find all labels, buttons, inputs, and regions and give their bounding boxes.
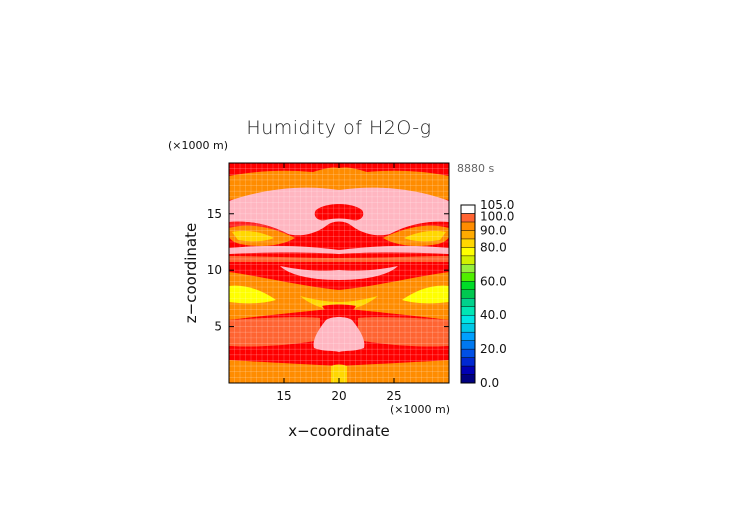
band-orange-top-peak: [300, 167, 380, 176]
band-pink-crescent: [280, 266, 398, 280]
colorbar-frame: [460, 204, 476, 384]
colorbar-segment: [460, 289, 476, 299]
colorbar-segment: [460, 323, 476, 333]
z-unit-label: (×1000 m): [168, 139, 228, 152]
colorbar-segment: [460, 272, 476, 282]
y-axis-ticks: 5 10 15: [207, 207, 449, 334]
colorbar-segment: [460, 357, 476, 367]
x-axis-label: x−coordinate: [288, 422, 389, 440]
core-red-upper: [314, 204, 364, 221]
colorbar-label: 105.0: [480, 198, 514, 212]
y-tick-label: 5: [214, 320, 222, 334]
x-tick-label: 25: [386, 389, 401, 403]
colorbar-label: 0.0: [480, 376, 499, 390]
y-tick-label: 10: [207, 263, 222, 277]
band-yellow-left: [229, 285, 276, 304]
band-yellow-right: [402, 285, 449, 304]
core-red-center: [322, 304, 356, 318]
time-label: 8880 s: [457, 162, 494, 175]
colorbar-label: 40.0: [480, 308, 507, 322]
band-yellow-center: [300, 296, 378, 310]
x-unit-label: (×1000 m): [390, 403, 450, 416]
band-yellow-bottom: [331, 364, 347, 383]
band-orange-lower-mid: [229, 317, 320, 347]
plot-grid: [228, 162, 450, 384]
band-orange-lower-mid-r: [358, 317, 449, 347]
y-axis-label: z−coordinate: [182, 223, 200, 323]
x-tick-label: 15: [276, 389, 291, 403]
colorbar-segment: [460, 230, 476, 240]
colorbar-segment: [460, 264, 476, 274]
colorbar-label: 90.0: [480, 223, 507, 237]
y-tick-label: 15: [207, 207, 222, 221]
colorbar-label: 20.0: [480, 342, 507, 356]
colorbar-segment: [460, 348, 476, 358]
x-axis-ticks: 15 20 25: [276, 163, 402, 403]
colorbar-segment: [460, 238, 476, 248]
colorbar-label: 60.0: [480, 274, 507, 288]
band-orange-lower: [229, 272, 449, 320]
band-orange-stripe: [229, 256, 449, 262]
colorbar-segment: [460, 255, 476, 265]
colorbar-segment: [460, 374, 476, 384]
band-yellow-mid-left: [232, 230, 274, 242]
x-tick-label: 20: [331, 389, 346, 403]
colorbar-segment: [460, 331, 476, 341]
colorbar-segment: [460, 281, 476, 290]
band-pink-stripe: [229, 245, 449, 254]
colorbar-segment: [460, 213, 476, 223]
colorbar-segment: [460, 365, 476, 375]
colorbar-label: 80.0: [480, 240, 507, 254]
chart-title: Humidity of H2O-g: [246, 117, 431, 139]
band-red-bottom: [229, 346, 449, 360]
band-yellow-mid-right: [404, 230, 446, 242]
colorbar-segment: [460, 306, 476, 316]
colorbar-segment: [460, 247, 476, 257]
colorbar-label: 100.0: [480, 209, 514, 223]
band-pink-column: [313, 317, 365, 352]
colorbar-segment: [460, 314, 476, 324]
colorbar-top-segment: [460, 204, 476, 214]
colorbar-segment: [460, 298, 476, 307]
colorbar-segment: [460, 340, 476, 350]
colorbar-segment: [460, 221, 476, 231]
contour-field: [229, 163, 449, 383]
